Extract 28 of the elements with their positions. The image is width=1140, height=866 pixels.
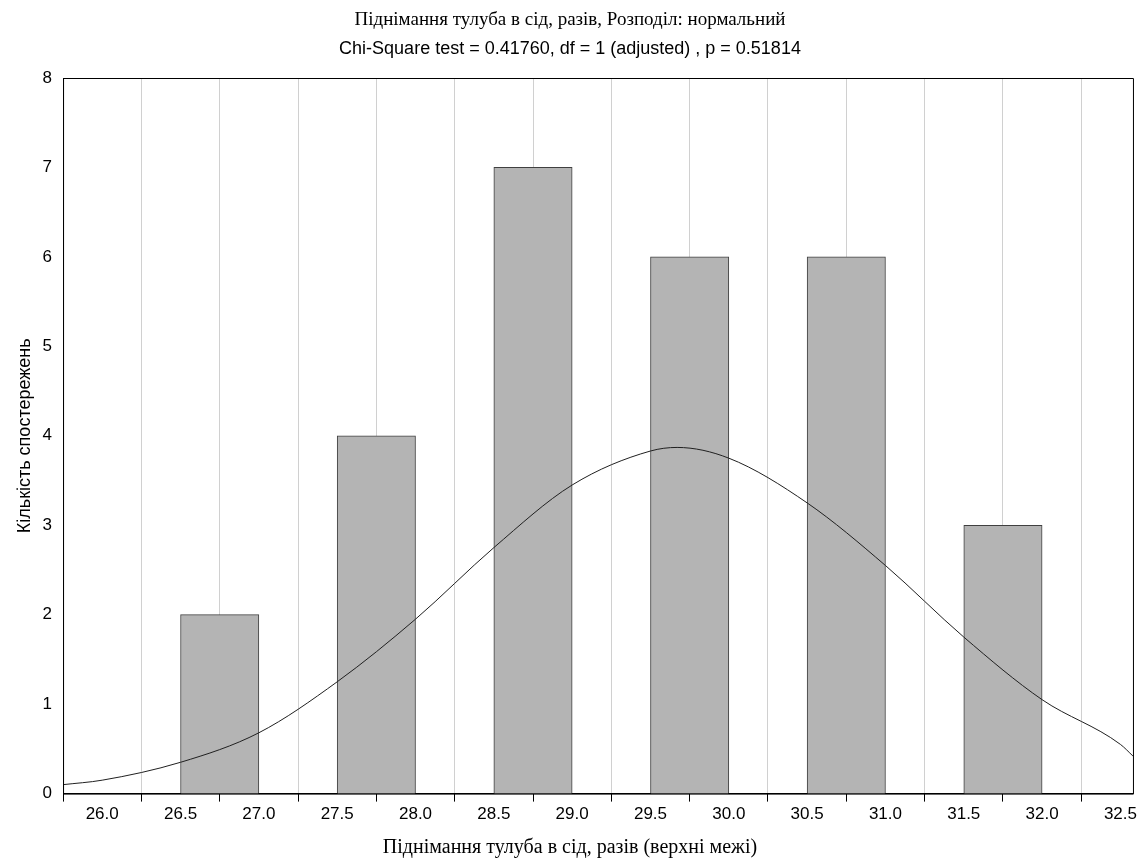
y-tick-label: 1 bbox=[42, 693, 53, 713]
y-tick-label: 4 bbox=[42, 425, 53, 445]
y-axis-title: Кількість спостережень bbox=[13, 338, 34, 534]
y-tick-label: 3 bbox=[42, 514, 53, 534]
x-tick-label: 32.5 bbox=[1103, 804, 1137, 824]
x-tick-label: 30.5 bbox=[790, 804, 824, 824]
x-tick-label: 26.0 bbox=[85, 804, 119, 824]
x-tick-label: 31.0 bbox=[868, 804, 903, 824]
x-tick-label: 28.5 bbox=[477, 804, 511, 824]
x-tick-label: 27.0 bbox=[242, 804, 276, 824]
x-tick-label: 31.5 bbox=[947, 804, 981, 824]
x-tick-label: 29.5 bbox=[633, 804, 668, 824]
y-tick-label: 5 bbox=[42, 336, 53, 356]
y-tick-label: 2 bbox=[42, 604, 53, 624]
y-tick-label: 6 bbox=[42, 246, 53, 266]
chart-title: Піднімання тулуба в сід, разів, Розподіл: нормальний bbox=[353, 8, 787, 30]
y-tick-label: 0 bbox=[42, 783, 53, 803]
x-tick-label: 27.5 bbox=[320, 804, 354, 824]
line-series bbox=[63, 446, 1133, 786]
x-tick-label: 32.0 bbox=[1025, 804, 1059, 824]
x-tick-label: 26.5 bbox=[163, 804, 198, 824]
x-tick-label: 30.0 bbox=[712, 804, 746, 824]
x-tick-label: 29.0 bbox=[555, 804, 589, 824]
y-tick-label: 8 bbox=[42, 67, 53, 87]
y-tick-label: 7 bbox=[42, 157, 53, 177]
x-axis-title: Піднімання тулуба в сід, разів (верхні межі) bbox=[381, 835, 759, 858]
chart-subtitle: Chi-Square test = 0.41760, df = 1 (adjusted) , p = 0.51814 bbox=[338, 38, 802, 59]
x-tick-label: 28.0 bbox=[398, 804, 433, 824]
